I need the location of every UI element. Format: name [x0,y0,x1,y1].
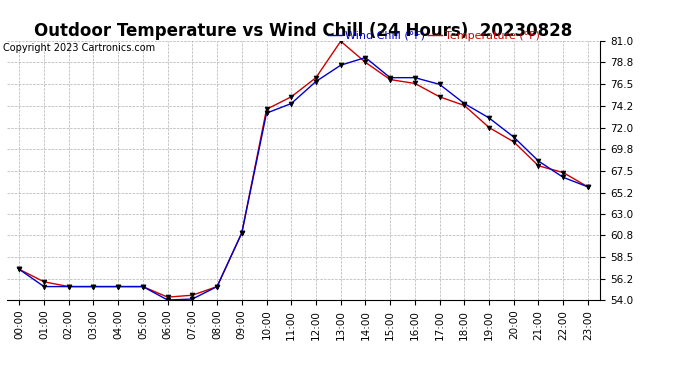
Wind Chill (°F) [164,298,172,302]
Line: Wind Chill (°F): Wind Chill (°F) [17,55,591,302]
Wind Chill (°F) [287,101,295,106]
Text: Copyright 2023 Cartronics.com: Copyright 2023 Cartronics.com [3,43,155,52]
Wind Chill (°F) [237,231,246,235]
Wind Chill (°F) [15,267,23,272]
Temperature (°F) [15,267,23,272]
Wind Chill (°F) [89,284,97,289]
Temperature (°F) [213,284,221,289]
Wind Chill (°F) [411,75,419,80]
Temperature (°F) [114,284,122,289]
Temperature (°F) [435,94,444,99]
Temperature (°F) [139,284,147,289]
Wind Chill (°F) [337,63,345,68]
Temperature (°F) [510,140,518,144]
Temperature (°F) [386,77,394,82]
Temperature (°F) [485,125,493,130]
Temperature (°F) [287,94,295,99]
Temperature (°F) [559,170,567,175]
Temperature (°F) [337,39,345,44]
Temperature (°F) [164,295,172,299]
Wind Chill (°F) [584,184,592,189]
Wind Chill (°F) [386,75,394,80]
Wind Chill (°F) [213,284,221,289]
Temperature (°F) [65,284,73,289]
Wind Chill (°F) [510,135,518,140]
Temperature (°F) [40,279,48,284]
Wind Chill (°F) [114,284,122,289]
Temperature (°F) [534,164,542,168]
Wind Chill (°F) [262,111,270,116]
Wind Chill (°F) [139,284,147,289]
Temperature (°F) [460,103,469,108]
Legend: Wind Chill (°F), Temperature (°F): Wind Chill (°F), Temperature (°F) [324,26,544,45]
Wind Chill (°F) [485,116,493,120]
Temperature (°F) [188,293,197,297]
Temperature (°F) [262,107,270,111]
Wind Chill (°F) [40,284,48,289]
Wind Chill (°F) [188,297,197,301]
Temperature (°F) [312,75,320,80]
Temperature (°F) [584,184,592,189]
Line: Temperature (°F): Temperature (°F) [17,39,591,300]
Wind Chill (°F) [362,55,370,60]
Temperature (°F) [237,231,246,235]
Temperature (°F) [411,81,419,86]
Wind Chill (°F) [312,79,320,84]
Wind Chill (°F) [65,284,73,289]
Temperature (°F) [362,60,370,64]
Wind Chill (°F) [534,159,542,163]
Wind Chill (°F) [559,175,567,180]
Wind Chill (°F) [460,101,469,106]
Title: Outdoor Temperature vs Wind Chill (24 Hours)  20230828: Outdoor Temperature vs Wind Chill (24 Ho… [34,22,573,40]
Wind Chill (°F) [435,82,444,87]
Temperature (°F) [89,284,97,289]
